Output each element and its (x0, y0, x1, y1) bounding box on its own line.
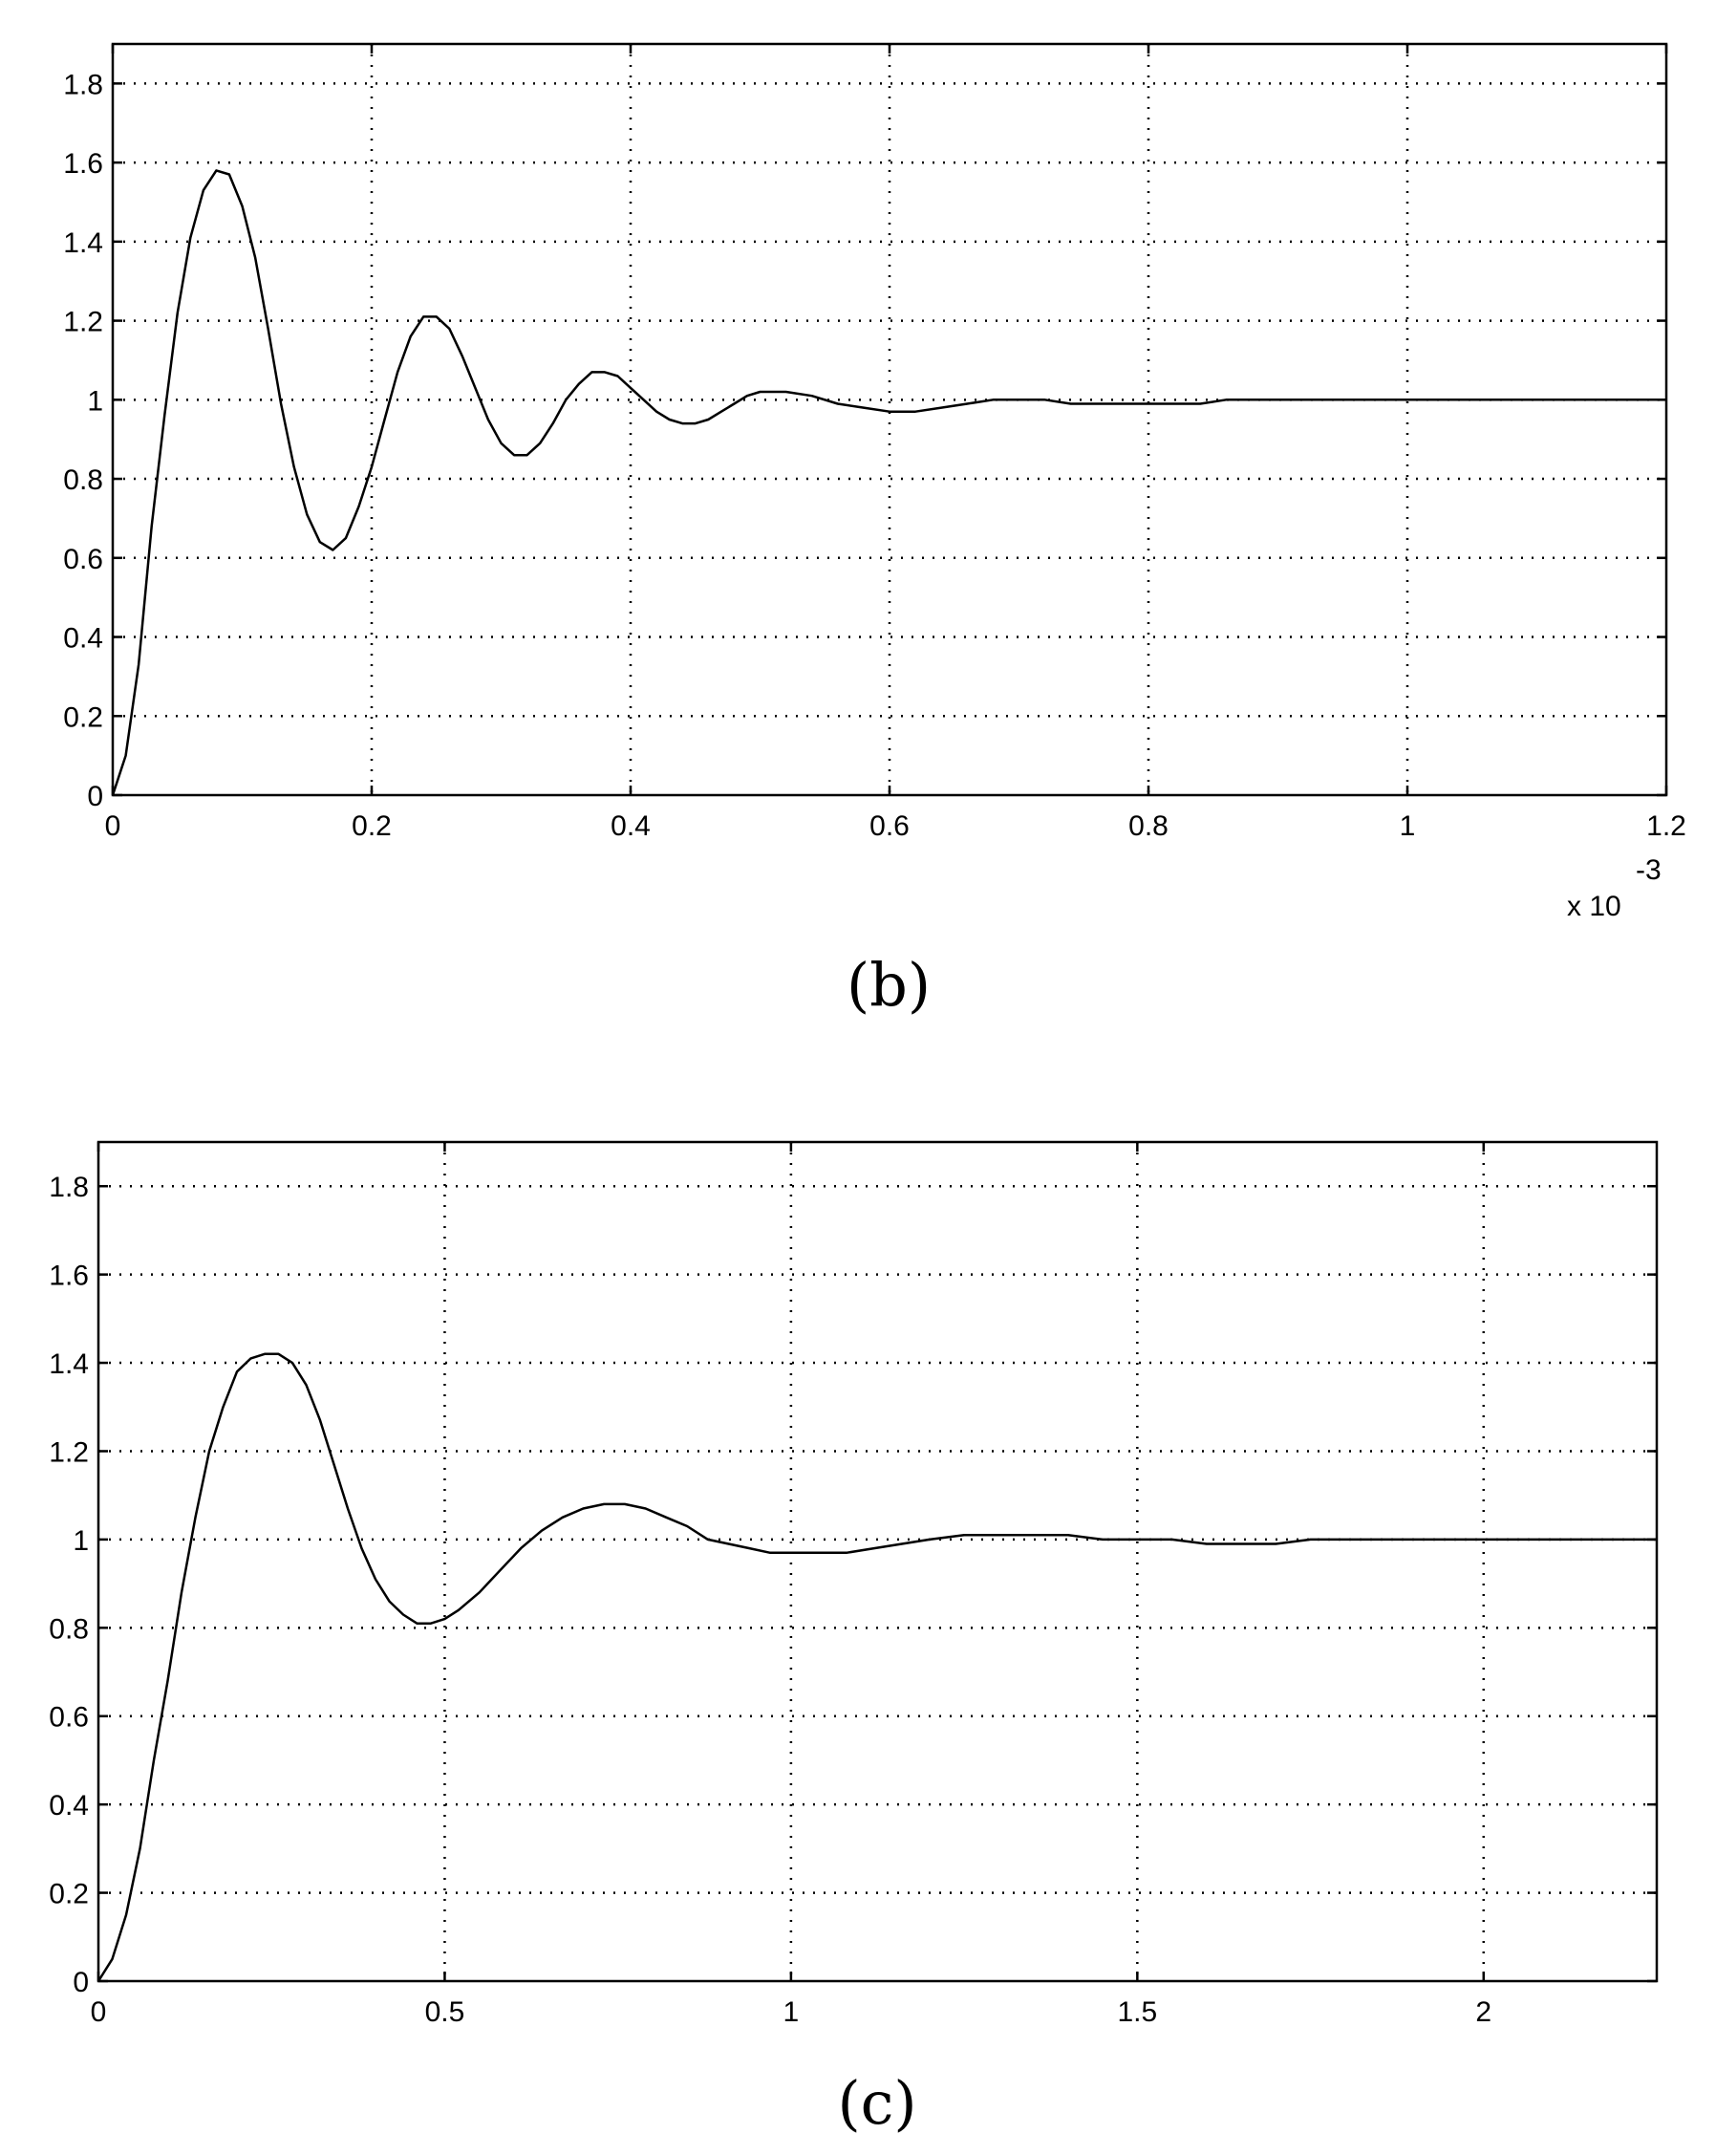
y-tick-label: 1.8 (49, 1172, 89, 1203)
plot-frame (97, 1140, 1659, 1983)
chart-panel-c: 0 0.5 1 1.5 2 0 0.2 0.4 0.6 0.8 1 1.2 1.4 1.6 1.8 (c) (49, 1140, 1659, 2138)
x-tick-label: 1 (1400, 810, 1416, 842)
y-tick-label: 0 (73, 1967, 89, 1998)
panel-caption: (b) (847, 950, 931, 1020)
y-tick-label: 0 (87, 781, 103, 812)
x-tick-label: 1.2 (1646, 810, 1686, 842)
y-tick-label: 0.8 (49, 1613, 89, 1645)
series-line (97, 1352, 1657, 1982)
x-exponent-base: x 10 (1567, 891, 1621, 922)
x-tick-label: 1.5 (1117, 1996, 1157, 2028)
x-tick-label: 2 (1475, 1996, 1491, 2028)
x-tick-label: 0.2 (352, 810, 392, 842)
x-tick-label: 0.6 (869, 810, 910, 842)
y-tick-label: 0.6 (63, 544, 103, 575)
y-tick-label: 0.6 (49, 1702, 89, 1734)
y-tick-label: 1.4 (63, 227, 103, 259)
plot-frame (111, 42, 1668, 797)
y-tick-label: 0.8 (63, 464, 103, 496)
x-tick-label: 0.5 (425, 1996, 465, 2028)
y-tick-label: 1.4 (49, 1348, 89, 1380)
y-tick-label: 1.2 (49, 1436, 89, 1468)
y-tick-label: 1 (87, 385, 103, 417)
y-tick-label: 1 (73, 1525, 89, 1557)
y-tick-label: 0.4 (49, 1790, 89, 1822)
x-tick-label: 0.8 (1128, 810, 1169, 842)
y-tick-label: 0.2 (49, 1879, 89, 1910)
y-tick-label: 1.6 (63, 148, 103, 180)
x-tick-label: 1 (783, 1996, 800, 2028)
x-tick-label: 0 (91, 1996, 107, 2028)
chart-panel-b: 0 0.2 0.4 0.6 0.8 1 1.2 0 0.2 0.4 0.6 0.8 1 1.2 1.4 1.6… (63, 42, 1686, 1020)
y-tick-label: 1.6 (49, 1261, 89, 1292)
y-tick-label: 0.4 (63, 623, 103, 655)
x-tick-label: 0.4 (611, 810, 651, 842)
y-tick-label: 1.2 (63, 307, 103, 338)
series-line (111, 169, 1666, 796)
panel-caption: (c) (837, 2068, 916, 2138)
y-tick-label: 0.2 (63, 701, 103, 733)
y-tick-label: 1.8 (63, 69, 103, 100)
x-tick-label: 0 (105, 810, 121, 842)
x-exponent-power: -3 (1636, 854, 1662, 886)
